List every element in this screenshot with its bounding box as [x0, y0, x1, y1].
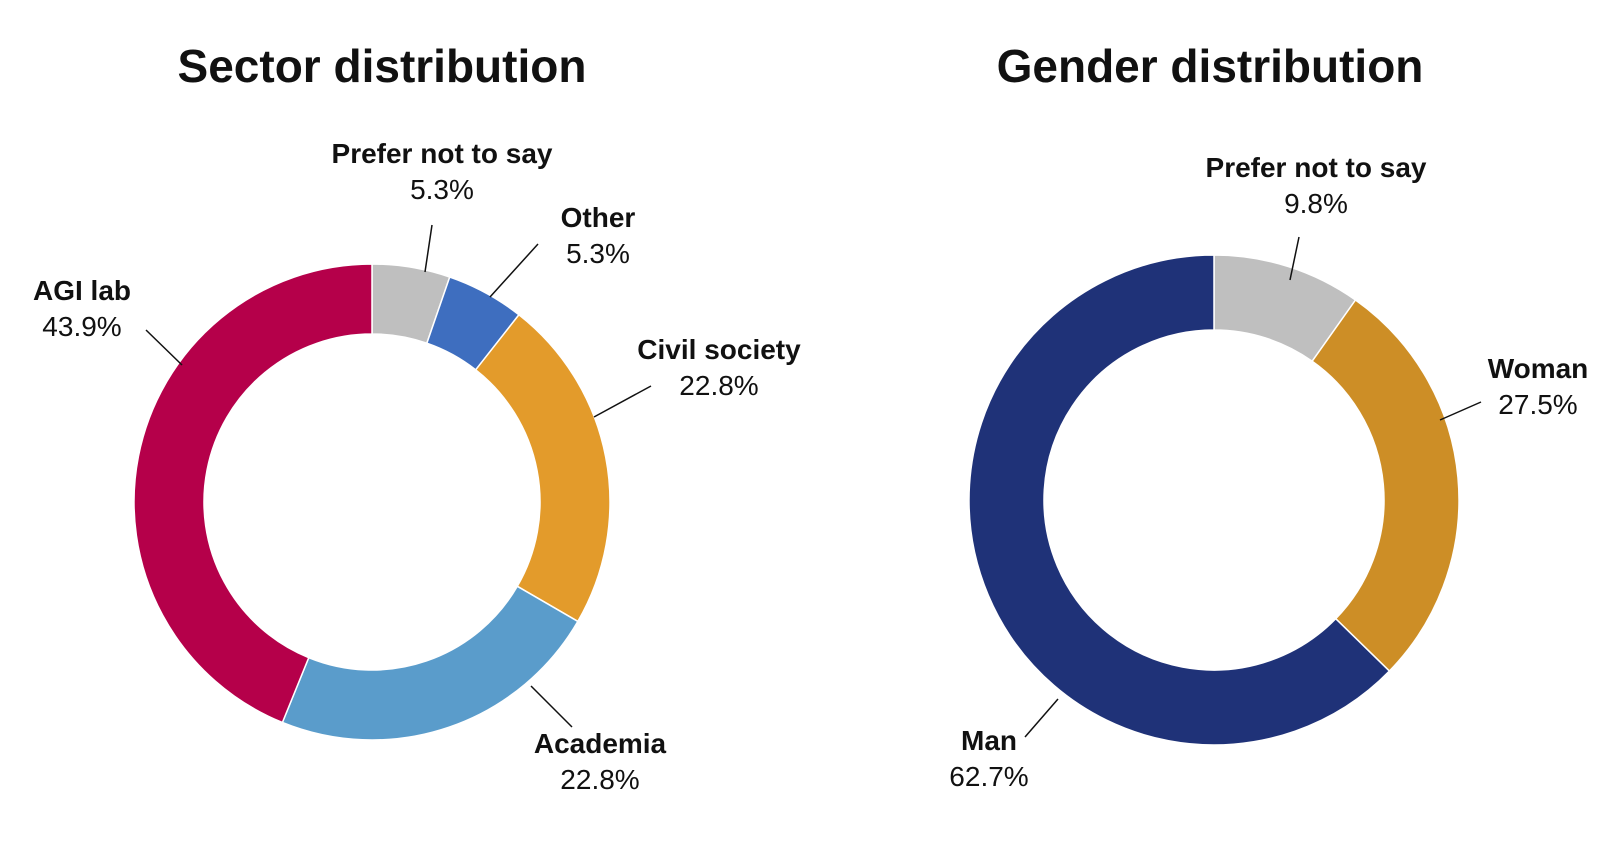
sector-label-agi-lab: AGI lab — [33, 275, 131, 306]
gender-slice-woman — [1311, 298, 1460, 673]
sector-value-civil-society: 22.8% — [679, 370, 758, 401]
sector-value-other: 5.3% — [566, 238, 630, 269]
sector-label-civil-society: Civil society — [637, 334, 801, 365]
gender-label-woman: Woman — [1488, 353, 1589, 384]
gender-leader-woman — [1439, 401, 1482, 421]
gender-value-woman: 27.5% — [1498, 389, 1577, 420]
sector-label-other: Other — [561, 202, 636, 233]
gender-label-man: Man — [961, 725, 1017, 756]
sector-slice-agi-lab — [133, 263, 373, 724]
sector-chart-title: Sector distribution — [178, 40, 587, 92]
gender-leader-man — [1024, 698, 1059, 738]
sector-leader-academia — [530, 685, 573, 728]
sector-leader-agi-lab — [145, 329, 183, 366]
sector-leader-other — [489, 243, 539, 298]
gender-chart-title: Gender distribution — [997, 40, 1424, 92]
sector-leader-prefer-not-to-say — [424, 224, 433, 273]
sector-label-prefer-not-to-say: Prefer not to say — [332, 138, 553, 169]
gender-value-man: 62.7% — [949, 761, 1028, 792]
gender-slice-man — [968, 254, 1391, 746]
gender-value-prefer-not-to-say: 9.8% — [1284, 188, 1348, 219]
sector-slice-civil-society — [474, 313, 611, 623]
sector-label-academia: Academia — [534, 728, 667, 759]
gender-leader-prefer-not-to-say — [1289, 236, 1300, 281]
sector-value-agi-lab: 43.9% — [42, 311, 121, 342]
gender-label-prefer-not-to-say: Prefer not to say — [1206, 152, 1427, 183]
sector-leader-civil-society — [593, 385, 652, 418]
sector-slice-academia — [281, 585, 579, 741]
sector-value-academia: 22.8% — [560, 764, 639, 795]
sector-value-prefer-not-to-say: 5.3% — [410, 174, 474, 205]
